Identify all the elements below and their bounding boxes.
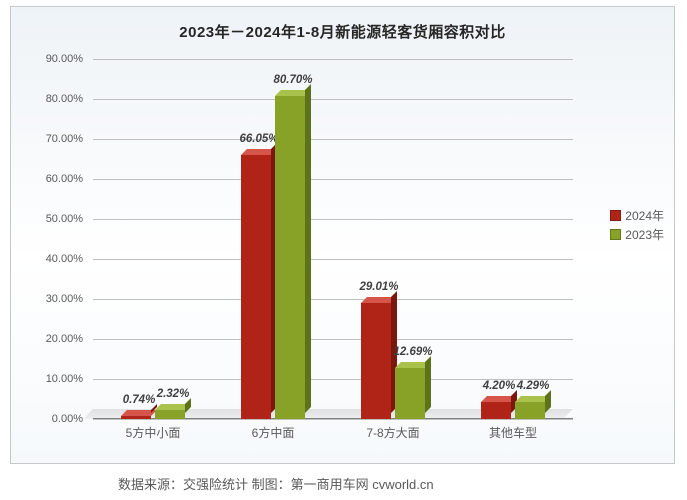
y-tick-label: 40.00% bbox=[23, 253, 83, 265]
bar-face bbox=[121, 416, 151, 419]
bar bbox=[481, 402, 511, 419]
category-label: 7-8方大面 bbox=[366, 424, 419, 441]
gridline bbox=[93, 259, 573, 260]
chart-title: 2023年－2024年1-8月新能源轻客货厢容积对比 bbox=[11, 21, 674, 42]
bar-side bbox=[425, 356, 431, 413]
value-label: 2.32% bbox=[157, 388, 190, 400]
y-tick-label: 80.00% bbox=[23, 93, 83, 105]
gridline bbox=[93, 139, 573, 140]
y-tick-label: 10.00% bbox=[23, 373, 83, 385]
y-tick-label: 0.00% bbox=[23, 413, 83, 425]
source-line: 数据来源：交强险统计 制图：第一商用车网 cvworld.cn bbox=[118, 474, 434, 493]
bar-face bbox=[241, 155, 271, 419]
category-label: 5方中小面 bbox=[126, 424, 181, 441]
bar-face bbox=[481, 402, 511, 419]
bar bbox=[155, 410, 185, 419]
y-tick-label: 30.00% bbox=[23, 293, 83, 305]
bar bbox=[395, 368, 425, 419]
bar bbox=[275, 96, 305, 419]
gridline bbox=[93, 179, 573, 180]
legend-swatch-2023 bbox=[610, 229, 621, 240]
bar-side bbox=[305, 84, 311, 413]
bar-face bbox=[515, 402, 545, 419]
legend-label-2024: 2024年 bbox=[625, 207, 664, 224]
legend-swatch-2024 bbox=[610, 210, 621, 221]
y-tick-label: 70.00% bbox=[23, 133, 83, 145]
value-label: 80.70% bbox=[273, 74, 312, 86]
legend-item-2024: 2024年 bbox=[610, 207, 664, 224]
gridline bbox=[93, 299, 573, 300]
legend: 2024年 2023年 bbox=[610, 205, 664, 245]
bar-face bbox=[275, 96, 305, 419]
y-tick-label: 50.00% bbox=[23, 213, 83, 225]
y-tick-label: 20.00% bbox=[23, 333, 83, 345]
bar bbox=[361, 303, 391, 419]
gridline bbox=[93, 99, 573, 100]
bar bbox=[241, 155, 271, 419]
bar-face bbox=[155, 410, 185, 419]
gridline bbox=[93, 59, 573, 60]
y-tick-label: 90.00% bbox=[23, 53, 83, 65]
value-label: 12.69% bbox=[393, 346, 432, 358]
chart-card: 2023年－2024年1-8月新能源轻客货厢容积对比 0.00%10.00%20… bbox=[10, 6, 675, 464]
gridline bbox=[93, 219, 573, 220]
value-label: 4.20% bbox=[483, 380, 516, 392]
plot-area: 0.00%10.00%20.00%30.00%40.00%50.00%60.00… bbox=[93, 59, 573, 419]
value-label: 66.05% bbox=[239, 133, 278, 145]
category-label: 6方中面 bbox=[252, 424, 295, 441]
bar bbox=[515, 402, 545, 419]
legend-item-2023: 2023年 bbox=[610, 226, 664, 243]
gridline bbox=[93, 419, 573, 420]
legend-label-2023: 2023年 bbox=[625, 226, 664, 243]
bar bbox=[121, 416, 151, 419]
value-label: 29.01% bbox=[359, 281, 398, 293]
value-label: 0.74% bbox=[123, 394, 156, 406]
category-label: 其他车型 bbox=[489, 424, 537, 441]
bar-face bbox=[361, 303, 391, 419]
y-tick-label: 60.00% bbox=[23, 173, 83, 185]
bar-face bbox=[395, 368, 425, 419]
value-label: 4.29% bbox=[517, 380, 550, 392]
page: 2023年－2024年1-8月新能源轻客货厢容积对比 0.00%10.00%20… bbox=[0, 0, 687, 500]
gridline bbox=[93, 339, 573, 340]
